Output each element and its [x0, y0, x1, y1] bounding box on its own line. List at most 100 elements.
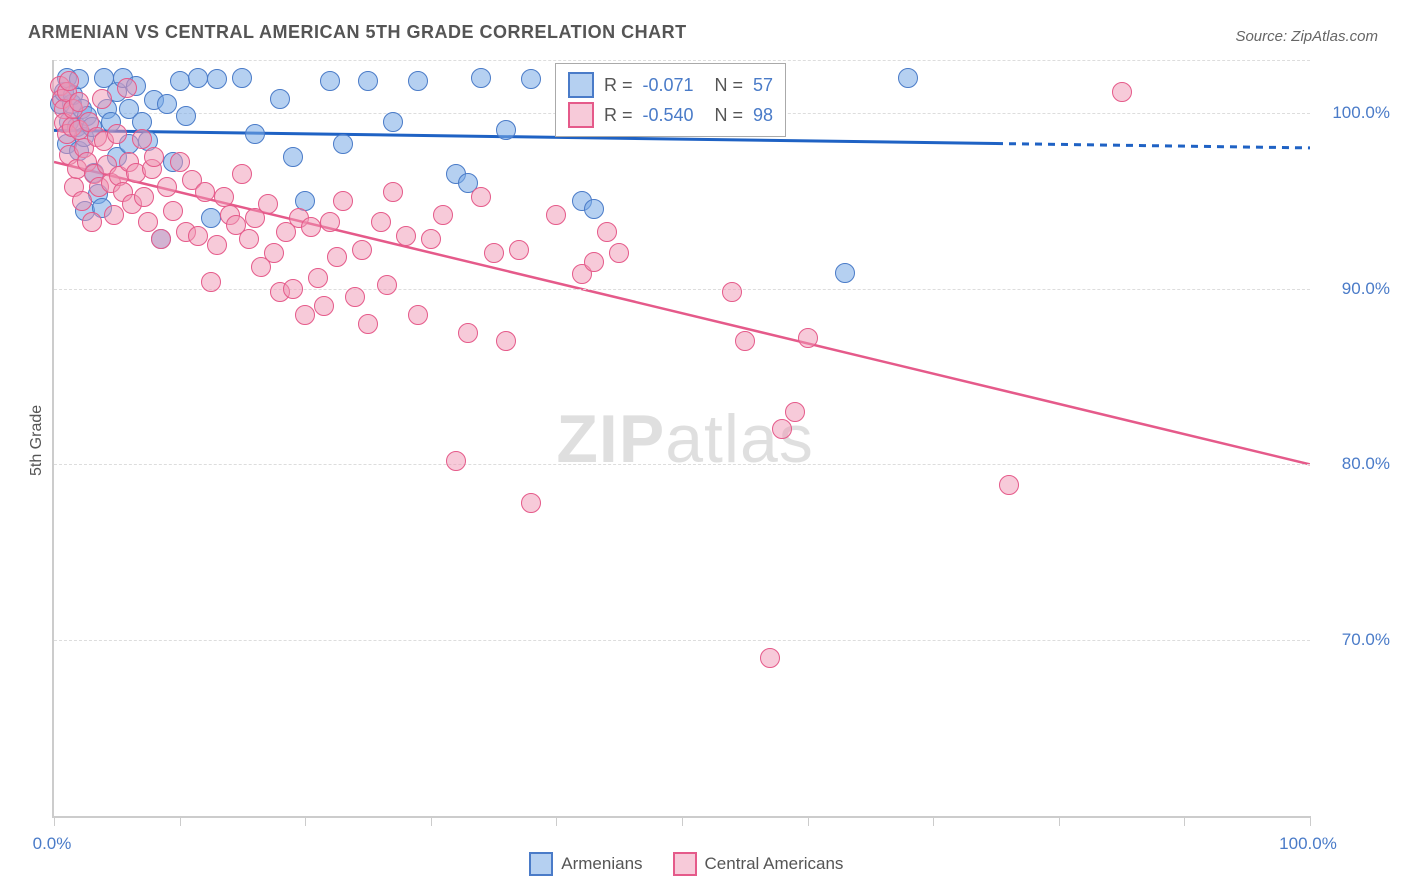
legend-r-value: -0.071 — [643, 75, 705, 96]
data-point-central_americans — [496, 331, 516, 351]
x-tick — [556, 816, 557, 826]
data-point-central_americans — [104, 205, 124, 225]
data-point-central_americans — [735, 331, 755, 351]
trendline-central_americans — [54, 162, 1310, 464]
data-point-armenians — [835, 263, 855, 283]
data-point-central_americans — [69, 92, 89, 112]
legend-n-label: N = — [715, 105, 744, 126]
data-point-central_americans — [72, 191, 92, 211]
trendline-armenians-dashed — [996, 144, 1310, 148]
data-point-armenians — [471, 68, 491, 88]
data-point-central_americans — [295, 305, 315, 325]
y-tick-label: 100.0% — [1320, 103, 1390, 123]
x-tick — [305, 816, 306, 826]
x-tick — [1184, 816, 1185, 826]
chart-title: ARMENIAN VS CENTRAL AMERICAN 5TH GRADE C… — [28, 22, 687, 43]
data-point-armenians — [232, 68, 252, 88]
data-point-armenians — [333, 134, 353, 154]
data-point-central_americans — [785, 402, 805, 422]
data-point-armenians — [207, 69, 227, 89]
data-point-armenians — [245, 124, 265, 144]
data-point-central_americans — [458, 323, 478, 343]
data-point-armenians — [270, 89, 290, 109]
data-point-central_americans — [421, 229, 441, 249]
x-tick — [808, 816, 809, 826]
data-point-armenians — [496, 120, 516, 140]
data-point-armenians — [176, 106, 196, 126]
data-point-central_americans — [446, 451, 466, 471]
data-point-central_americans — [132, 129, 152, 149]
gridline-h — [54, 289, 1310, 290]
data-point-central_americans — [239, 229, 259, 249]
data-point-central_americans — [609, 243, 629, 263]
watermark-bold: ZIP — [556, 401, 665, 477]
data-point-central_americans — [283, 279, 303, 299]
data-point-central_americans — [772, 419, 792, 439]
data-point-central_americans — [258, 194, 278, 214]
data-point-central_americans — [345, 287, 365, 307]
legend-n-value: 98 — [753, 105, 773, 126]
data-point-central_americans — [722, 282, 742, 302]
y-tick-label: 70.0% — [1320, 630, 1390, 650]
gridline-h — [54, 60, 1310, 61]
data-point-armenians — [358, 71, 378, 91]
data-point-armenians — [898, 68, 918, 88]
data-point-armenians — [283, 147, 303, 167]
legend-n-value: 57 — [753, 75, 773, 96]
data-point-central_americans — [92, 89, 112, 109]
data-point-central_americans — [521, 493, 541, 513]
data-point-central_americans — [377, 275, 397, 295]
data-point-central_americans — [201, 272, 221, 292]
data-point-central_americans — [358, 314, 378, 334]
data-point-central_americans — [157, 177, 177, 197]
x-tick-label: 0.0% — [33, 834, 72, 854]
data-point-central_americans — [301, 217, 321, 237]
legend-r-value: -0.540 — [643, 105, 705, 126]
data-point-central_americans — [264, 243, 284, 263]
legend-n-label: N = — [715, 75, 744, 96]
data-point-central_americans — [484, 243, 504, 263]
data-point-central_americans — [408, 305, 428, 325]
legend-r-label: R = — [604, 75, 633, 96]
data-point-central_americans — [138, 212, 158, 232]
data-point-armenians — [201, 208, 221, 228]
trendline-armenians — [54, 130, 996, 143]
data-point-central_americans — [207, 235, 227, 255]
data-point-central_americans — [433, 205, 453, 225]
data-point-central_americans — [371, 212, 391, 232]
series-legend: ArmeniansCentral Americans — [529, 852, 843, 876]
data-point-armenians — [383, 112, 403, 132]
data-point-armenians — [408, 71, 428, 91]
x-tick-label: 100.0% — [1279, 834, 1337, 854]
data-point-central_americans — [597, 222, 617, 242]
data-point-central_americans — [352, 240, 372, 260]
legend-name: Armenians — [561, 854, 642, 874]
data-point-central_americans — [144, 147, 164, 167]
data-point-armenians — [157, 94, 177, 114]
data-point-central_americans — [117, 78, 137, 98]
data-point-central_americans — [320, 212, 340, 232]
legend-swatch-armenians — [568, 72, 594, 98]
data-point-armenians — [170, 71, 190, 91]
y-axis-label: 5th Grade — [28, 405, 46, 476]
data-point-central_americans — [798, 328, 818, 348]
x-tick — [180, 816, 181, 826]
chart-plot-area: ZIPatlas 100.0%90.0%80.0%70.0% — [52, 60, 1310, 818]
data-point-central_americans — [195, 182, 215, 202]
legend-swatch-armenians — [529, 852, 553, 876]
data-point-central_americans — [314, 296, 334, 316]
y-tick-label: 90.0% — [1320, 279, 1390, 299]
data-point-central_americans — [134, 187, 154, 207]
data-point-armenians — [521, 69, 541, 89]
x-tick — [1310, 816, 1311, 826]
data-point-central_americans — [59, 71, 79, 91]
x-tick — [431, 816, 432, 826]
data-point-armenians — [188, 68, 208, 88]
data-point-central_americans — [383, 182, 403, 202]
correlation-legend-box: R =-0.071N =57R =-0.540N =98 — [555, 63, 786, 137]
data-point-central_americans — [163, 201, 183, 221]
gridline-h — [54, 464, 1310, 465]
data-point-central_americans — [1112, 82, 1132, 102]
data-point-central_americans — [327, 247, 347, 267]
data-point-armenians — [320, 71, 340, 91]
